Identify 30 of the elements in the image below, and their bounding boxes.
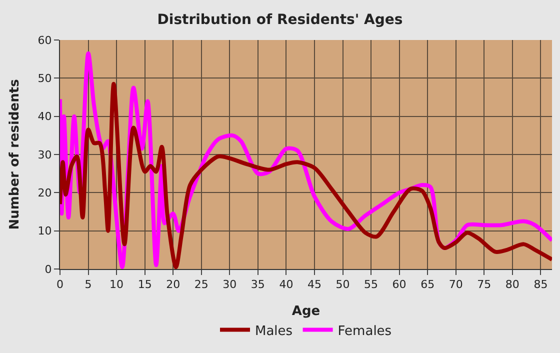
y-tick-label: 30 (38, 148, 52, 162)
y-tick-label: 20 (38, 186, 52, 200)
x-tick-label: 0 (56, 278, 64, 292)
x-tick-label: 65 (420, 278, 435, 292)
x-axis-title: Age (292, 304, 320, 319)
x-tick-label: 35 (250, 278, 265, 292)
x-tick-label: 80 (505, 278, 520, 292)
y-tick-label: 10 (38, 224, 52, 238)
x-tick-label: 85 (534, 278, 548, 292)
x-tick-label: 30 (222, 278, 237, 292)
legend-label: Males (255, 324, 293, 339)
x-tick-label: 45 (307, 278, 322, 292)
x-tick-label: 20 (166, 278, 180, 292)
y-tick-label: 60 (38, 34, 52, 47)
chart-title: Distribution of Residents' Ages (157, 12, 403, 28)
y-axis-title: Number of residents (8, 78, 23, 230)
x-tick-label: 10 (110, 278, 124, 292)
x-tick-label: 15 (138, 278, 152, 292)
x-tick-label: 25 (194, 278, 208, 292)
x-tick-label: 50 (336, 278, 350, 292)
y-tick-label: 40 (38, 110, 52, 124)
x-tick-label: 70 (448, 278, 463, 292)
x-tick-label: 60 (392, 278, 406, 292)
x-tick-label: 5 (84, 278, 92, 292)
y-tick-label: 0 (44, 262, 52, 276)
x-tick-label: 55 (364, 278, 378, 292)
legend-label: Females (338, 324, 392, 339)
x-tick-label: 40 (279, 278, 294, 292)
x-tick-label: 75 (477, 278, 492, 292)
y-tick-label: 50 (38, 72, 52, 86)
